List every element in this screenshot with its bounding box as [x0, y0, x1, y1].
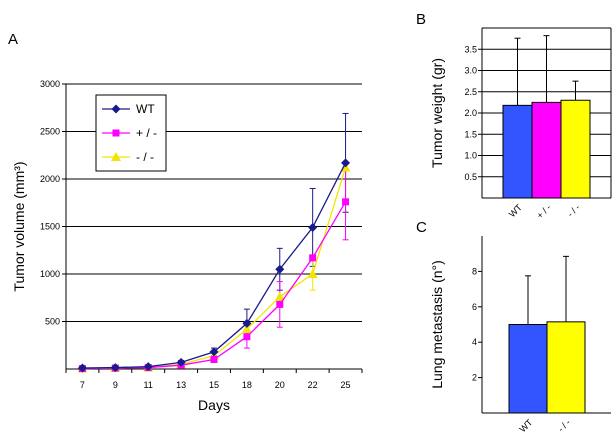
data-point — [309, 254, 317, 262]
x-tick-label: 13 — [176, 380, 186, 390]
y-tick-label: 500 — [45, 317, 60, 327]
data-point — [77, 363, 87, 373]
data-point — [143, 362, 153, 372]
x-tick-label: - / - — [565, 202, 582, 219]
x-axis-label: Days — [198, 397, 230, 413]
legend-label: - / - — [136, 150, 154, 164]
panel-c-letter: C — [416, 219, 427, 236]
bar — [546, 321, 586, 414]
y-tick-label: 0.5 — [464, 172, 477, 182]
x-tick-label: 11 — [144, 380, 153, 390]
y-axis-label: Tumor weight (gr) — [429, 58, 445, 168]
data-point — [308, 222, 318, 232]
data-point — [241, 324, 252, 334]
x-tick-label: 18 — [242, 380, 252, 390]
x-tick-label: 20 — [275, 380, 285, 390]
data-point — [242, 318, 252, 328]
panel-c-bar-chart: 2 4 6 8 WT - / - Lung metastasis (n°) — [429, 236, 611, 434]
y-tick-label: 2000 — [40, 174, 60, 184]
y-tick-label: 3000 — [40, 79, 60, 89]
y-tick-label: 3.5 — [464, 44, 477, 54]
data-point — [110, 363, 120, 373]
y-tick-label: 1.0 — [464, 151, 477, 161]
data-point — [275, 264, 285, 274]
legend-marker — [111, 152, 121, 161]
x-tick-label: 25 — [341, 380, 351, 390]
data-point — [209, 347, 219, 357]
y-tick-label: 8 — [472, 266, 477, 276]
x-tick-label: 9 — [113, 380, 118, 390]
panel-b-letter: B — [416, 11, 426, 28]
x-tick-label: 15 — [209, 380, 219, 390]
legend-marker — [112, 129, 120, 137]
y-tick-label: 1500 — [40, 222, 60, 232]
x-tick-label: + / - — [535, 202, 553, 220]
y-tick-label: 1000 — [40, 269, 60, 279]
x-tick-label: 22 — [308, 380, 318, 390]
y-tick-label: 2.5 — [464, 87, 477, 97]
x-tick-label: WT — [507, 202, 524, 219]
panel-a-letter: A — [8, 31, 18, 48]
data-point — [307, 269, 318, 278]
panel-a-line-chart: 500 1000 1500 2000 2500 3000 7 9 11 13 15 18 20 22 25 D… — [11, 79, 363, 413]
data-point — [243, 333, 251, 341]
y-tick-label: 4 — [472, 337, 477, 347]
x-tick-label: 7 — [80, 380, 85, 390]
data-point — [342, 198, 350, 206]
bar — [502, 104, 533, 199]
data-point — [341, 158, 351, 168]
legend-label: WT — [136, 102, 155, 116]
series-line — [82, 162, 347, 369]
y-tick-label: 2500 — [40, 127, 60, 137]
y-tick-label: 2.0 — [464, 108, 477, 118]
x-tick-label: WT — [517, 417, 534, 434]
y-tick-label: 3.0 — [464, 66, 477, 76]
x-tick-label: - / - — [556, 417, 573, 434]
y-tick-label: 6 — [472, 302, 477, 312]
panel-b-bar-chart: 0.5 1.0 1.5 2.0 2.5 3.0 3.5 WT + / - - / - Tumor w… — [429, 27, 612, 221]
bar — [508, 324, 548, 414]
y-axis-label: Tumor volume (mm³) — [11, 161, 27, 291]
legend-label: + / - — [136, 126, 157, 140]
data-point — [274, 291, 285, 301]
data-point — [210, 356, 218, 363]
y-tick-label: 1.5 — [464, 129, 477, 139]
bar — [560, 99, 591, 199]
bar — [531, 101, 562, 199]
y-axis-label: Lung metastasis (n°) — [429, 260, 445, 389]
legend-marker — [111, 104, 121, 114]
data-point — [276, 300, 284, 308]
data-point — [176, 357, 186, 367]
y-tick-label: 2 — [472, 373, 477, 383]
